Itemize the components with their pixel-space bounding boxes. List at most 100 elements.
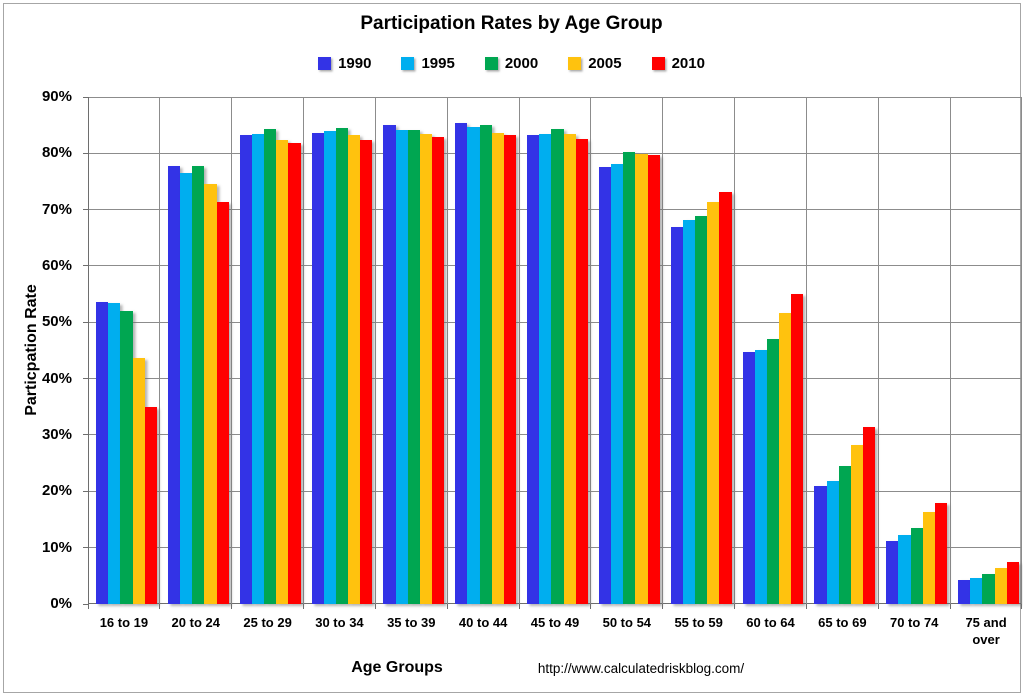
bar-group [88, 97, 160, 604]
y-tick [83, 265, 88, 267]
bars-row [814, 97, 876, 604]
x-tick [590, 604, 592, 609]
bar-group [232, 97, 304, 604]
x-category-label: 25 to 29 [243, 615, 292, 630]
y-tick-label: 90% [41, 88, 72, 105]
bar-group [447, 97, 519, 604]
bar-1995 [467, 127, 480, 604]
legend-item-2000: 2000 [484, 55, 539, 72]
x-category-label: 20 to 24 [171, 615, 220, 630]
bar-2010 [575, 139, 588, 604]
bar-2005 [635, 154, 648, 604]
legend-label: 2000 [504, 55, 539, 72]
bar-2010 [216, 201, 229, 604]
legend-item-2005: 2005 [568, 55, 622, 72]
x-category-label: 16 to 19 [99, 615, 149, 630]
y-tick [83, 434, 88, 436]
x-tick [374, 604, 376, 609]
y-tick-label: 60% [41, 256, 72, 274]
v-gridline [231, 97, 233, 604]
y-tick-label: 50% [41, 313, 72, 331]
v-gridline [805, 97, 807, 604]
chart-title: Participation Rates by Age Group [360, 13, 663, 34]
bar-2010 [647, 155, 660, 604]
bar-1990 [96, 301, 109, 604]
bars-row [598, 97, 660, 604]
legend-swatch-icon [568, 57, 582, 70]
bar-2000 [264, 128, 277, 604]
bar-group [519, 97, 591, 604]
bar-2000 [551, 128, 564, 604]
v-gridline [518, 97, 520, 604]
x-axis-title: Age Groups [351, 659, 443, 676]
bar-1995 [970, 577, 983, 604]
bar-2000 [838, 465, 851, 604]
bar-group [591, 97, 663, 604]
bar-group [304, 97, 376, 604]
bar-1995 [539, 133, 552, 604]
bar-2010 [791, 293, 804, 604]
bar-group [735, 97, 807, 604]
bar-group [663, 97, 735, 604]
bar-1990 [311, 132, 324, 604]
bars-row [96, 97, 157, 604]
x-category-label: 75 and over [965, 615, 1007, 647]
legend-swatch-icon [318, 57, 332, 70]
bar-1990 [527, 135, 540, 604]
bars-row [742, 97, 804, 604]
bar-2005 [491, 132, 504, 604]
x-axis-labels: 16 to 19 20 to 24 25 to 29 30 to 34 35 to 39… [88, 610, 1022, 648]
bars-row [311, 97, 373, 604]
bar-2010 [432, 137, 445, 604]
legend-label: 1995 [421, 55, 455, 72]
h-gridline [88, 96, 1022, 98]
bars-row [527, 97, 588, 604]
bar-1990 [455, 122, 468, 604]
y-axis-labels: 90% 80% 70% 60% 50% 40% 30% 20% 10% 0% [0, 88, 80, 612]
bar-2005 [204, 183, 217, 604]
bar-group [160, 97, 232, 604]
bar-group [950, 97, 1022, 604]
bar-2005 [922, 511, 935, 604]
legend-label: 2010 [671, 55, 705, 72]
x-tick [805, 604, 807, 609]
v-gridline [590, 97, 592, 604]
y-tick [83, 321, 88, 323]
y-tick [83, 547, 88, 549]
bar-2010 [144, 407, 157, 604]
bar-2005 [850, 444, 864, 604]
bars-row [886, 97, 948, 604]
x-category-label: 45 to 49 [530, 615, 580, 630]
bar-2005 [276, 139, 289, 604]
bar-2000 [910, 527, 923, 604]
v-gridline [949, 97, 951, 604]
v-gridline [1021, 97, 1022, 604]
x-category-label: 60 to 64 [746, 615, 795, 630]
bar-1990 [383, 125, 396, 604]
bar-2005 [779, 312, 792, 604]
bar-1995 [251, 134, 265, 604]
bar-1995 [754, 349, 767, 604]
source-url: http://www.calculatedriskblog.com/ [537, 661, 745, 676]
x-tick [231, 604, 233, 609]
bars-row [455, 97, 517, 604]
bar-1995 [395, 130, 408, 604]
legend-item-2010: 2010 [651, 55, 705, 72]
bar-1990 [814, 485, 827, 604]
bar-1995 [108, 302, 121, 604]
bar-group [806, 97, 878, 604]
y-axis-line [88, 97, 89, 604]
x-tick [877, 604, 879, 609]
y-tick [83, 209, 88, 211]
bar-1995 [682, 220, 696, 604]
bar-1995 [611, 164, 624, 604]
bar-groups [88, 97, 1022, 604]
x-tick [446, 604, 448, 609]
x-tick [949, 604, 951, 609]
bar-2005 [419, 134, 433, 604]
bar-2000 [120, 311, 133, 604]
bar-1995 [898, 535, 911, 604]
bar-2000 [766, 338, 780, 604]
y-tick [83, 603, 88, 605]
x-category-label: 30 to 34 [315, 615, 364, 630]
